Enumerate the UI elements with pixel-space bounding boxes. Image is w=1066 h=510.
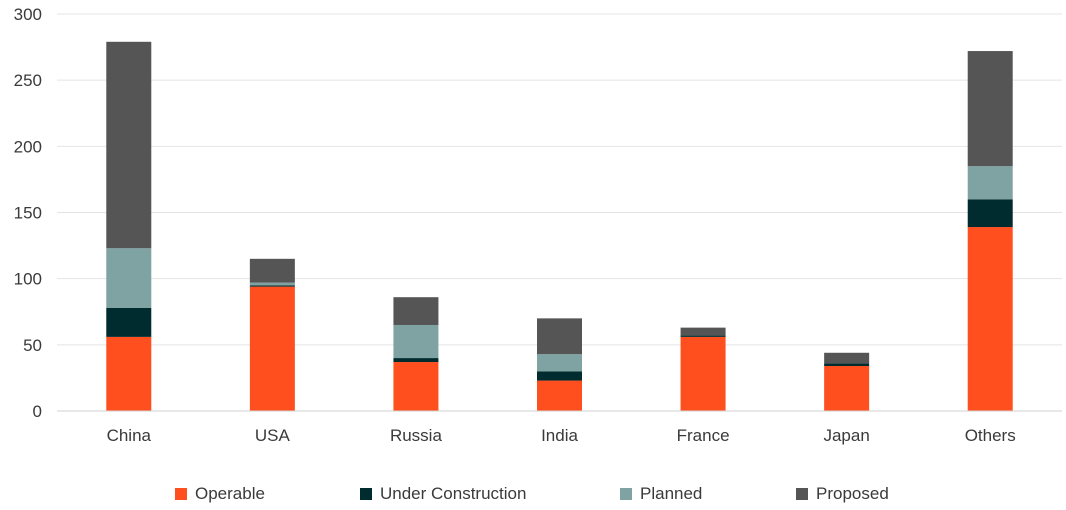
bar-india-planned [537,354,582,372]
bar-russia-operable [393,362,439,411]
x-tick-label-others: Others [965,426,1016,445]
legend-item-operable: Operable [175,484,265,504]
bar-others-proposed [967,51,1013,167]
legend-item-planned: Planned [620,484,702,504]
y-tick-label-200: 200 [14,137,42,156]
legend-item-under-construction: Under Construction [360,484,526,504]
bar-china-operable [106,336,152,411]
y-tick-label-150: 150 [14,204,42,223]
stacked-bar-chart: 0 50 100 150 200 250 300 China USA Russia India Fr… [14,5,1062,445]
legend: Operable Under Construction Planned Prop… [0,484,1066,510]
bar-china-proposed [106,41,152,249]
bar-india-proposed [537,318,582,355]
bar-russia-proposed [393,297,439,325]
legend-label-proposed: Proposed [816,484,889,503]
legend-label-under-construction: Under Construction [380,484,527,503]
legend-label-planned: Planned [640,484,703,503]
bar-usa-proposed [249,258,295,283]
bar-china-under-construction [106,307,152,337]
y-tick-label-50: 50 [23,336,42,355]
x-tick-label-france: France [677,426,730,445]
bar-usa-planned [249,282,295,286]
y-tick-label-0: 0 [33,402,42,421]
y-tick-label-300: 300 [14,5,42,24]
bar-others-planned [967,166,1013,200]
legend-swatch-proposed [796,488,808,500]
x-tick-label-india: India [541,426,578,445]
x-tick-label-russia: Russia [390,426,443,445]
bar-china-planned [106,248,152,308]
legend-item-proposed: Proposed [796,484,889,504]
y-tick-label-250: 250 [14,71,42,90]
bar-france-operable [680,336,726,411]
bar-india-under-construction [537,371,582,381]
bars [106,41,1013,411]
x-tick-label-china: China [107,426,152,445]
gridlines [57,13,1062,412]
bar-others-operable [967,227,1013,411]
bar-france-proposed [680,327,726,336]
bar-russia-under-construction [393,358,439,363]
bar-france-under-construction [680,335,726,337]
y-tick-label-100: 100 [14,270,42,289]
bar-japan-under-construction [824,363,870,367]
bar-others-under-construction [967,199,1013,228]
legend-swatch-operable [175,488,187,500]
legend-swatch-under-construction [360,488,372,500]
x-axis-ticks: China USA Russia India France Japan Others [57,410,1062,445]
legend-label-operable: Operable [195,484,265,503]
bar-usa-operable [249,286,295,411]
bar-usa-under-construction [249,285,295,287]
legend-swatch-planned [620,488,632,500]
bar-russia-planned [393,324,439,359]
bar-japan-operable [824,366,870,411]
bar-japan-proposed [824,352,870,364]
bar-india-operable [537,380,582,411]
y-axis-ticks: 0 50 100 150 200 250 300 [14,5,42,421]
x-tick-label-japan: Japan [823,426,869,445]
x-tick-label-usa: USA [255,426,291,445]
